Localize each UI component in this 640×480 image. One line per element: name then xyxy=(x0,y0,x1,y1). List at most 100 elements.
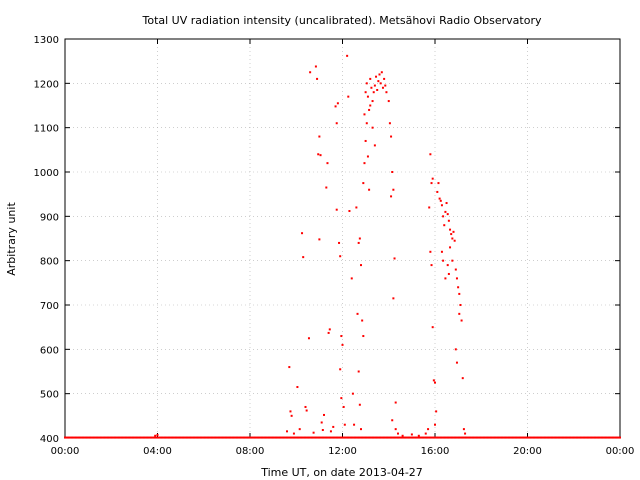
data-point xyxy=(335,122,338,125)
data-point xyxy=(201,436,204,439)
data-point xyxy=(405,436,408,439)
data-point xyxy=(416,436,419,439)
data-point xyxy=(365,436,368,439)
data-point xyxy=(131,436,134,439)
data-point xyxy=(376,88,379,91)
data-point xyxy=(111,436,114,439)
data-point xyxy=(371,126,374,129)
data-point xyxy=(360,436,363,439)
data-point xyxy=(333,436,336,439)
data-point xyxy=(147,436,150,439)
data-point xyxy=(438,436,441,439)
data-point xyxy=(570,436,573,439)
data-point xyxy=(223,436,226,439)
data-point xyxy=(559,436,562,439)
data-point xyxy=(353,436,356,439)
data-point xyxy=(195,436,198,439)
data-point xyxy=(381,436,384,439)
data-point xyxy=(606,436,609,439)
data-point xyxy=(314,65,317,68)
data-point xyxy=(421,436,424,439)
data-point xyxy=(429,250,432,253)
data-point xyxy=(430,182,433,185)
data-point xyxy=(262,436,265,439)
data-point xyxy=(290,414,293,417)
data-point xyxy=(348,436,351,439)
data-point xyxy=(498,436,501,439)
data-point xyxy=(434,423,436,426)
data-point xyxy=(373,84,376,87)
data-point xyxy=(366,436,369,439)
data-point xyxy=(343,423,346,426)
data-point xyxy=(364,139,367,142)
data-point xyxy=(165,436,168,439)
data-point xyxy=(113,436,116,439)
data-point xyxy=(334,436,337,439)
data-point xyxy=(186,436,189,439)
data-point xyxy=(431,326,434,329)
data-point xyxy=(484,436,487,439)
data-point xyxy=(391,436,394,439)
data-point xyxy=(384,84,387,87)
data-point xyxy=(248,436,251,439)
data-point xyxy=(317,153,320,156)
data-point xyxy=(161,436,164,439)
data-point xyxy=(313,436,316,439)
data-point xyxy=(69,436,72,439)
data-point xyxy=(256,436,259,439)
data-point xyxy=(305,436,308,439)
data-point xyxy=(327,331,330,334)
data-point xyxy=(492,436,495,439)
data-point xyxy=(544,436,547,439)
data-point xyxy=(312,436,315,439)
data-point xyxy=(406,436,409,439)
data-point xyxy=(155,436,158,439)
data-point xyxy=(335,436,338,439)
data-point xyxy=(143,436,146,439)
data-point xyxy=(551,436,554,439)
data-point xyxy=(306,436,309,439)
data-point xyxy=(91,436,94,439)
data-point xyxy=(566,436,569,439)
data-point xyxy=(141,436,144,439)
data-point xyxy=(120,436,123,439)
data-point xyxy=(315,436,318,439)
data-point xyxy=(387,100,390,103)
data-point xyxy=(279,436,282,439)
data-point xyxy=(273,436,276,439)
data-point xyxy=(524,436,527,439)
data-point xyxy=(603,436,606,439)
data-point xyxy=(395,436,398,439)
data-point xyxy=(318,135,321,138)
data-point xyxy=(345,436,348,439)
data-point xyxy=(502,436,505,439)
data-point xyxy=(510,436,513,439)
data-point xyxy=(564,436,567,439)
data-point xyxy=(360,428,362,431)
data-point xyxy=(334,105,337,108)
x-tick-label: 12:00 xyxy=(328,446,357,457)
data-point xyxy=(204,436,207,439)
data-point xyxy=(392,188,395,191)
data-point xyxy=(473,436,476,439)
data-point xyxy=(444,277,447,280)
data-point xyxy=(384,436,387,439)
data-point xyxy=(202,436,205,439)
x-tick-label: 00:00 xyxy=(51,446,80,457)
data-point xyxy=(190,436,193,439)
y-tick-label: 800 xyxy=(40,257,59,268)
data-point xyxy=(370,436,373,439)
data-point xyxy=(463,436,466,439)
data-point xyxy=(476,436,479,439)
data-point xyxy=(374,436,377,439)
data-point xyxy=(341,343,344,346)
data-point xyxy=(288,366,291,369)
data-point xyxy=(589,436,592,439)
data-point xyxy=(319,154,322,157)
data-point xyxy=(373,144,376,147)
data-point xyxy=(616,436,619,439)
data-point xyxy=(65,436,68,439)
data-point xyxy=(101,436,104,439)
data-point xyxy=(587,436,590,439)
data-point xyxy=(521,436,524,439)
